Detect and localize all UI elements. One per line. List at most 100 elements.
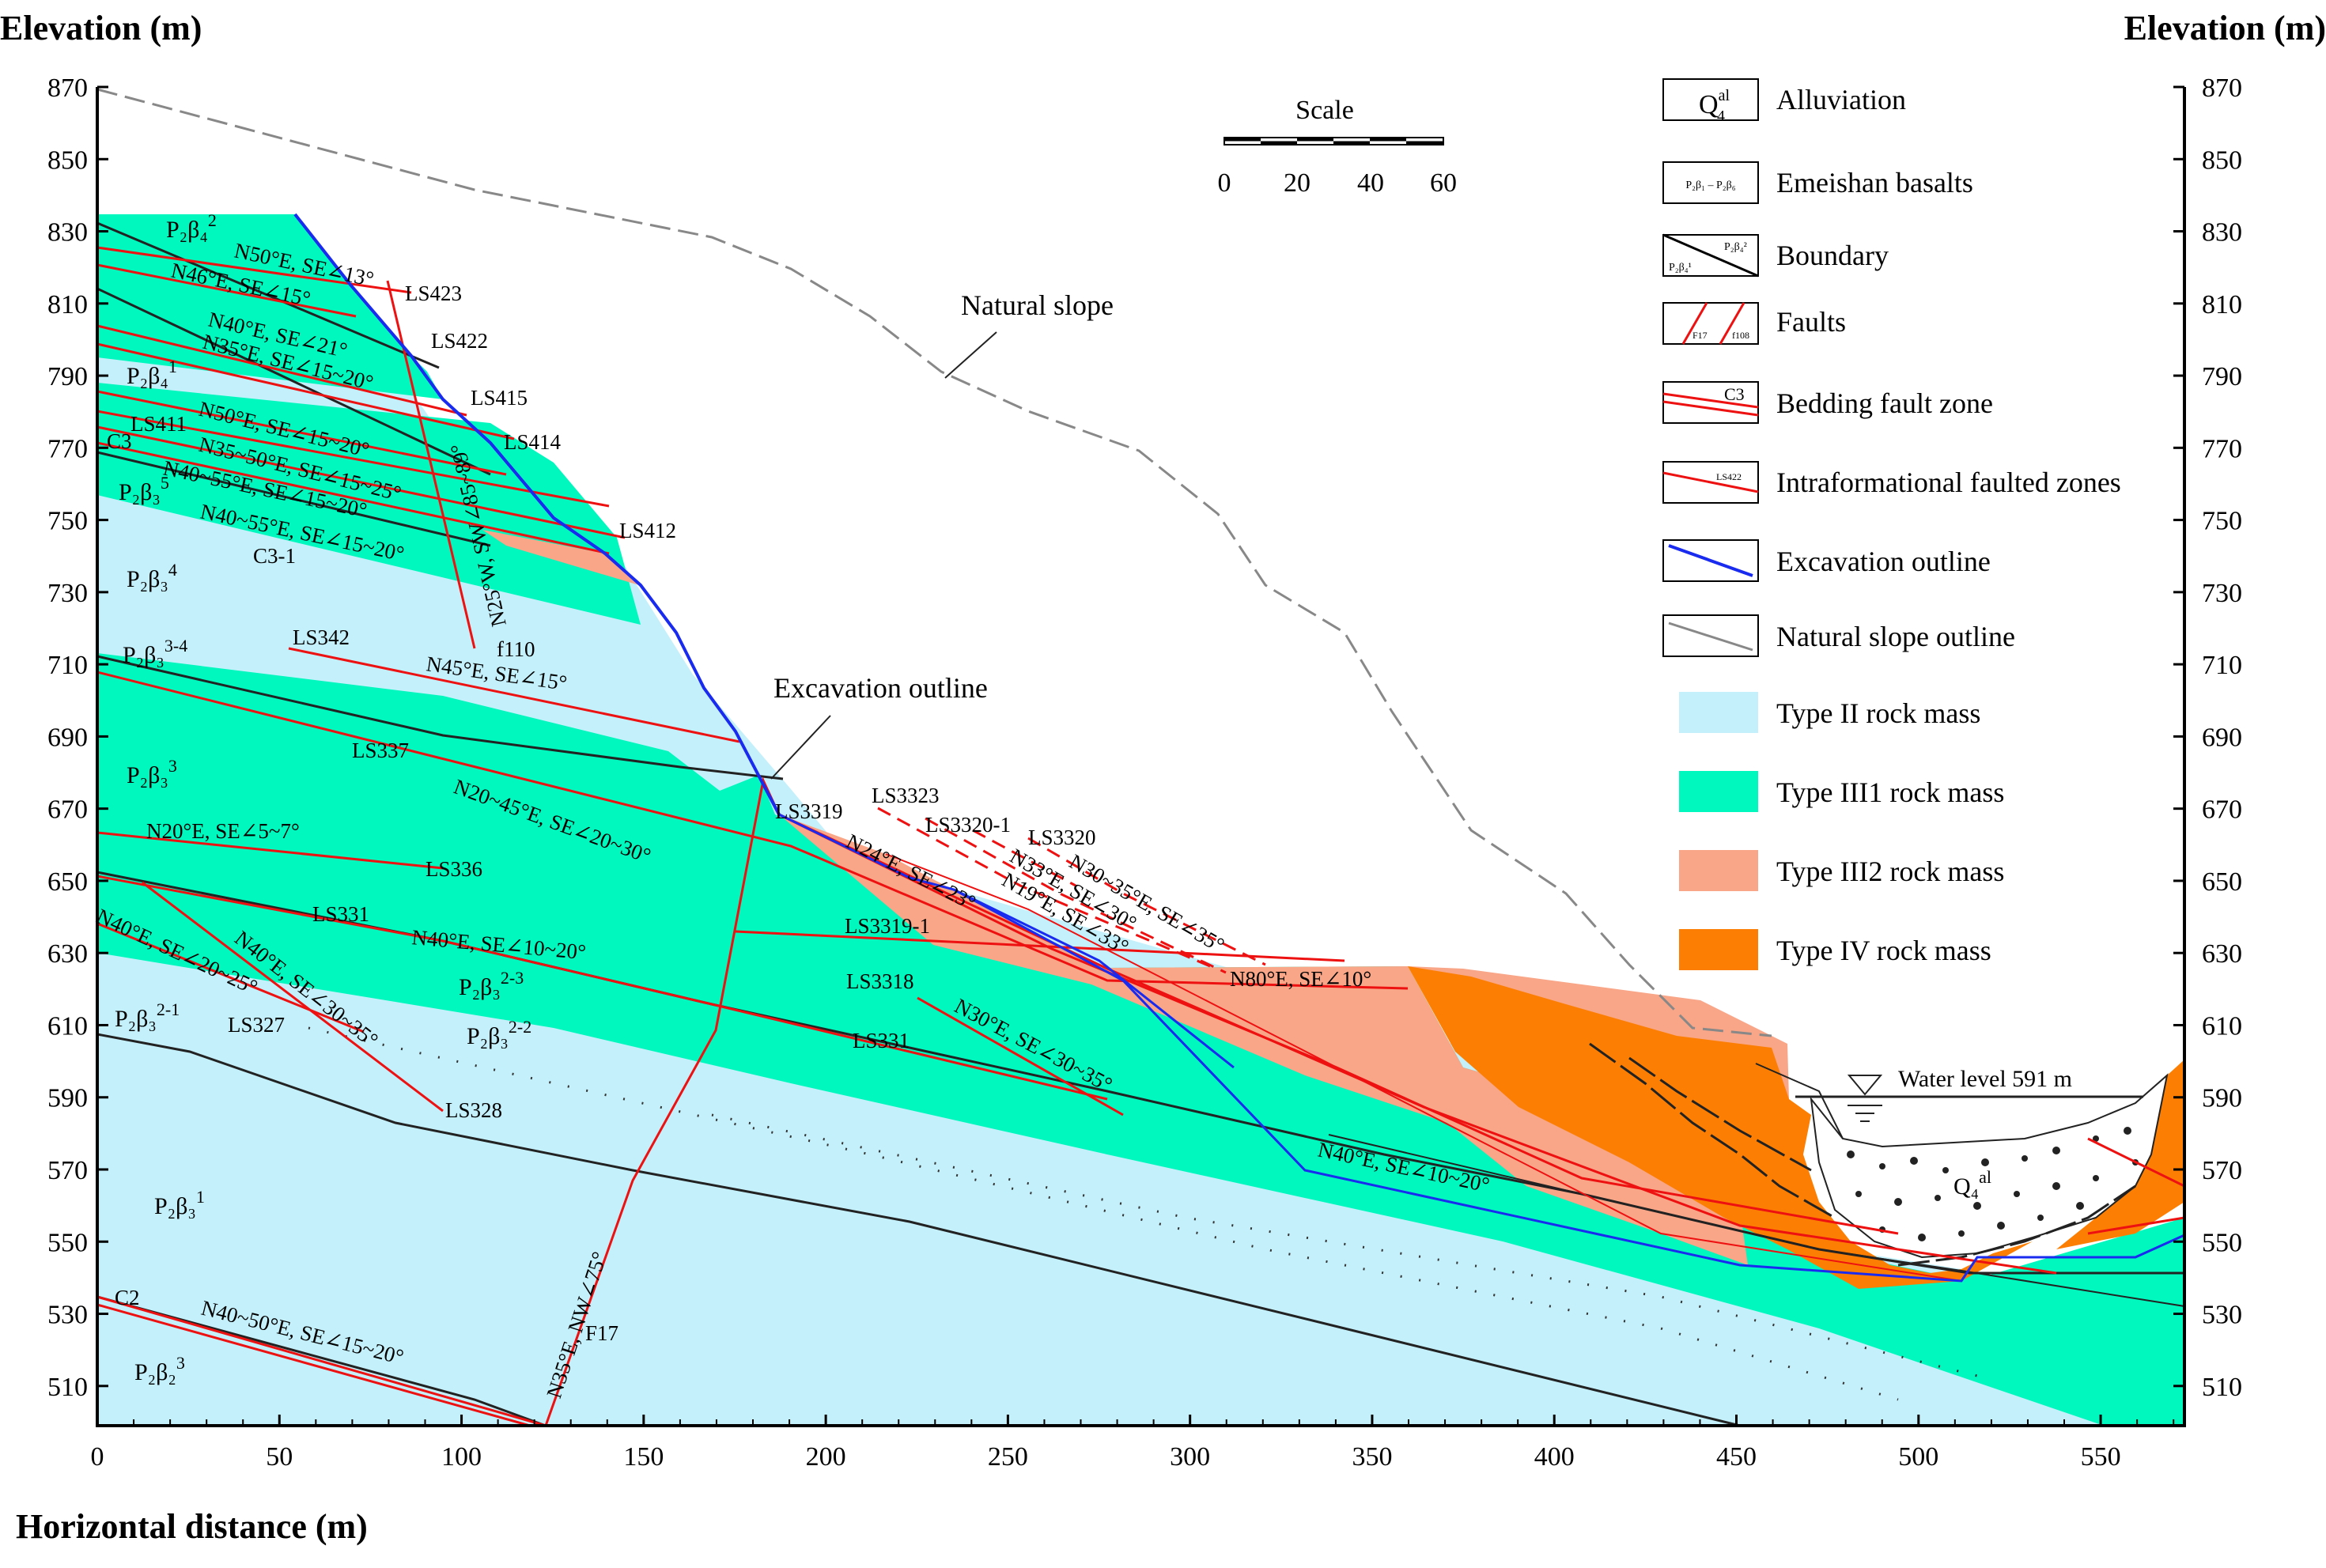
- x-tick-label: 100: [441, 1442, 482, 1472]
- scale-tick-40: 40: [1357, 168, 1384, 198]
- unit-q4-al: Q₄al: [1953, 1167, 1991, 1200]
- y-tick-label-right: 810: [2202, 290, 2242, 319]
- label-ls3319: LS3319: [775, 799, 843, 823]
- x-tick-label: 350: [1352, 1442, 1392, 1472]
- scale-bar: Scale 0 20 40 60: [1218, 96, 1458, 198]
- legend-intraformational-label: Intraformational faulted zones: [1776, 467, 2121, 498]
- x-tick-label: 150: [623, 1442, 664, 1472]
- label-c2: C2: [115, 1286, 140, 1309]
- y-tick-label-right: 730: [2202, 579, 2242, 608]
- left-axis-title: Elevation (m): [0, 9, 202, 47]
- label-ls331-a: LS331: [312, 902, 369, 926]
- scale-tick-60: 60: [1430, 168, 1457, 198]
- legend-alluviation-label: Alluviation: [1776, 84, 1906, 115]
- x-axis-title: Horizontal distance (m): [16, 1507, 368, 1546]
- label-ls3320: LS3320: [1028, 826, 1096, 849]
- legend-basalts: P₂β₁ – P₂β₆ Emeishan basalts: [1662, 161, 1973, 204]
- legend-type31-label: Type III1 rock mass: [1776, 776, 2004, 808]
- y-tick-label-right: 650: [2202, 867, 2242, 897]
- legend-faults: F17 f108 Faults: [1662, 302, 1846, 345]
- legend-basalts-label: Emeishan basalts: [1776, 167, 1973, 198]
- x-axis-ticks: 0 50 100 150 200 250 300 350 400 450 500 550: [91, 1415, 2175, 1472]
- label-ls327: LS327: [228, 1013, 285, 1037]
- y-tick-label-left: 670: [47, 795, 88, 825]
- y-tick-label-left: 850: [47, 145, 88, 175]
- y-tick-label-right: 710: [2202, 651, 2242, 680]
- legend-natural-slope: Natural slope outline: [1662, 614, 2015, 657]
- legend-faults-label: Faults: [1776, 306, 1846, 338]
- legend-bedding-fault: C3 Bedding fault zone: [1662, 381, 1993, 424]
- y-tick-label-left: 590: [47, 1084, 88, 1113]
- label-ls423: LS423: [405, 281, 462, 305]
- scale-tick-0: 0: [1218, 168, 1231, 198]
- y-tick-label-left: 550: [47, 1228, 88, 1257]
- type31-band-lower: [97, 872, 2184, 1426]
- label-ls415: LS415: [471, 386, 528, 410]
- unit-labels: P₂β₄2 P₂β₄1 P₂β₃5 P₂β₃4 P₂β₃3-4 P₂β₃3 P₂…: [115, 210, 1991, 1385]
- label-f17: F17: [585, 1321, 618, 1345]
- legend-alluviation: Qal 4 Alluviation: [1662, 78, 1906, 125]
- y-tick-label-left: 730: [47, 579, 88, 608]
- unit-p2b3-4: P₂β₃4: [127, 560, 177, 592]
- fault-lines-dashed: [877, 807, 1266, 974]
- right-axis-title: Elevation (m): [2124, 9, 2326, 47]
- unit-p2b3-2-3: P₂β₃2-3: [459, 968, 524, 1000]
- type31-band-mid: [97, 383, 641, 625]
- y-tick-label-left: 510: [47, 1373, 88, 1402]
- legend-boundary: P₂β₄² P₂β₄¹ Boundary: [1662, 233, 1889, 278]
- y-tick-label-left: 830: [47, 218, 88, 247]
- x-tick-label: 400: [1534, 1442, 1575, 1472]
- y-tick-label-right: 790: [2202, 362, 2242, 391]
- y-tick-label-right: 610: [2202, 1011, 2242, 1041]
- label-ls3319-1: LS3319-1: [845, 914, 930, 938]
- water-level: Water level 591 m: [1795, 1066, 2143, 1122]
- orient-12: N20°E, SE∠5~7°: [146, 819, 300, 843]
- x-tick-label: 500: [1898, 1442, 1938, 1472]
- legend-natural-label: Natural slope outline: [1776, 621, 2015, 652]
- label-ls3318: LS3318: [846, 969, 914, 993]
- scale-title: Scale: [1295, 96, 1354, 125]
- label-ls411: LS411: [130, 412, 187, 436]
- y-tick-label-right: 870: [2202, 74, 2242, 103]
- legend-type4-label: Type IV rock mass: [1776, 935, 1991, 966]
- y-tick-label-left: 610: [47, 1011, 88, 1041]
- axes-frame: [96, 87, 2186, 1427]
- y-tick-label-right: 750: [2202, 507, 2242, 536]
- legend-type32-label: Type III2 rock mass: [1776, 856, 2004, 887]
- excavation-outline: [293, 213, 2185, 1283]
- unit-p2b2-3: P₂β₂3: [134, 1353, 185, 1385]
- y-tick-label-left: 770: [47, 434, 88, 463]
- label-ls337: LS337: [352, 739, 409, 762]
- y-tick-label-right: 570: [2202, 1156, 2242, 1185]
- excavation-outline-label: Excavation outline: [773, 672, 988, 704]
- legend-type2-label: Type II rock mass: [1776, 697, 1980, 729]
- y-tick-label-right: 510: [2202, 1373, 2242, 1402]
- label-ls342: LS342: [293, 625, 350, 649]
- legend-type2: Type II rock mass: [1679, 692, 1980, 733]
- zone-labels: LS423 LS422 LS415 LS414 LS411 LS412 LS34…: [107, 281, 1096, 1345]
- natural-slope-label: Natural slope: [961, 289, 1114, 321]
- y-tick-label-right: 770: [2202, 434, 2242, 463]
- legend-type31: Type III1 rock mass: [1679, 771, 2004, 812]
- x-tick-label: 50: [266, 1442, 293, 1472]
- unit-p2b3-1: P₂β₃1: [154, 1187, 205, 1219]
- y-tick-label-right: 690: [2202, 723, 2242, 752]
- y-tick-label-left: 870: [47, 74, 88, 103]
- type32-upper-wedge: [482, 530, 639, 585]
- y-tick-label-right: 670: [2202, 795, 2242, 825]
- legend-type4: Type IV rock mass: [1679, 929, 1991, 970]
- legend-intra-symbol: LS422: [1716, 471, 1742, 482]
- type4-right-bank: [2056, 1060, 2184, 1249]
- legend-boundary-bottom-symbol: P₂β₄¹: [1669, 262, 1692, 274]
- y-tick-label-right: 590: [2202, 1084, 2242, 1113]
- label-ls3320-1: LS3320-1: [925, 813, 1011, 837]
- unit-p2b3-2-2: P₂β₃2-2: [467, 1017, 531, 1049]
- y-tick-label-left: 630: [47, 939, 88, 969]
- y-axis-ticks: 870 870 850 850 830 830 810 810 790 790 770 770 750 7…: [47, 74, 2242, 1402]
- y-tick-label-left: 530: [47, 1301, 88, 1330]
- y-tick-label-left: 810: [47, 290, 88, 319]
- label-ls331-b: LS331: [853, 1029, 910, 1052]
- legend-intraformational: LS422 Intraformational faulted zones: [1662, 461, 2121, 504]
- scale-tick-20: 20: [1284, 168, 1311, 198]
- legend-basalt-symbol: P₂β₁ – P₂β₆: [1685, 179, 1735, 191]
